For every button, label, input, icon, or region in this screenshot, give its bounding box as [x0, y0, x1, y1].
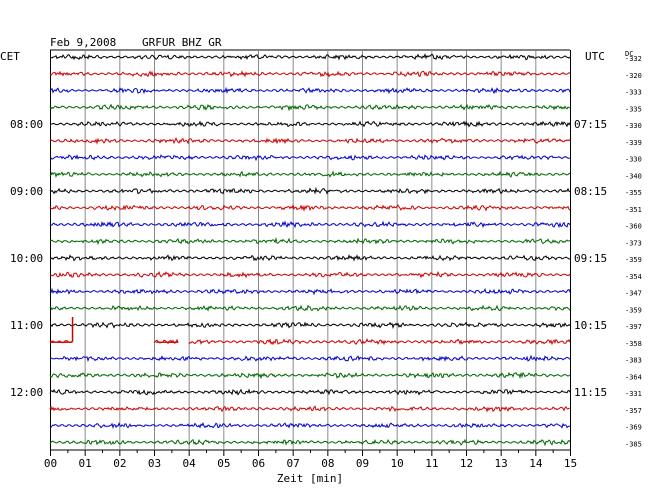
trace-line — [49, 53, 571, 61]
dc-offset-label: -373 — [625, 239, 642, 247]
dc-offset-label: -355 — [625, 189, 642, 197]
dc-offset-label: -351 — [625, 206, 642, 214]
right-hour-label: 10:15 — [574, 319, 607, 332]
left-hour-label: 08:00 — [10, 118, 43, 131]
x-tick-label: 01 — [79, 457, 92, 470]
x-tick-label: 08 — [321, 457, 334, 470]
x-tick-label: 06 — [252, 457, 265, 470]
dc-offset-label: -320 — [625, 72, 642, 80]
trace-line — [49, 287, 571, 296]
x-tick-label: 14 — [529, 457, 543, 470]
x-tick-label: 13 — [495, 457, 508, 470]
x-tick-label: 15 — [564, 457, 577, 470]
dc-offset-label: -332 — [625, 55, 642, 63]
trace-line — [49, 103, 571, 112]
x-tick-label: 00 — [44, 457, 57, 470]
dc-offset-label: -364 — [625, 373, 642, 381]
right-hour-label: 09:15 — [574, 252, 607, 265]
x-tick-label: 05 — [217, 457, 230, 470]
x-tick-label: 03 — [148, 457, 161, 470]
trace-line — [49, 438, 571, 447]
dc-offset-label: -369 — [625, 424, 642, 432]
trace-line — [49, 120, 571, 128]
right-hour-label: 08:15 — [574, 185, 607, 198]
x-tick-label: 12 — [460, 457, 473, 470]
label-group: 00 01 02 03 04 05 06 07 08 09 10 11 12 13 14 15 -332 -320… — [10, 55, 642, 470]
dc-offset-label: -360 — [625, 223, 642, 231]
dc-header-label: DC — [625, 50, 633, 58]
dc-offset-label: -330 — [625, 122, 642, 130]
right-timezone-label: UTC — [585, 50, 605, 63]
grid-lines — [50, 49, 571, 456]
chart-station: GRFUR BHZ GR — [142, 36, 222, 49]
trace-line — [49, 220, 571, 229]
dc-offset-label: -358 — [625, 340, 642, 348]
trace-group — [49, 53, 571, 447]
dc-offset-label: -385 — [625, 440, 642, 448]
dc-offset-label: -339 — [625, 139, 642, 147]
right-hour-label: 11:15 — [574, 386, 607, 399]
dc-offset-label: -359 — [625, 306, 642, 314]
trace-line — [49, 154, 571, 162]
x-tick-label: 07 — [287, 457, 300, 470]
trace-line — [49, 203, 571, 212]
trace-line — [49, 137, 571, 145]
dc-offset-label: -330 — [625, 156, 642, 164]
trace-line — [49, 321, 571, 330]
x-tick-label: 04 — [183, 457, 197, 470]
dc-offset-label: -354 — [625, 273, 642, 281]
trace-line — [49, 170, 571, 178]
trace-line — [49, 254, 571, 262]
left-timezone-label: CET — [0, 50, 20, 63]
dc-offset-label: -357 — [625, 407, 642, 415]
left-hour-label: 10:00 — [10, 252, 43, 265]
left-hour-label: 12:00 — [10, 386, 43, 399]
x-tick-label: 09 — [356, 457, 369, 470]
trace-line — [49, 186, 571, 195]
dc-offset-label: -383 — [625, 357, 642, 365]
trace-line — [49, 371, 571, 380]
dc-offset-label: -333 — [625, 89, 642, 97]
trace-line — [49, 70, 571, 78]
x-tick-label: 10 — [391, 457, 404, 470]
trace-line — [49, 270, 571, 279]
x-axis-title: Zeit [min] — [277, 472, 343, 485]
dc-offset-label: -397 — [625, 323, 642, 331]
dc-offset-label: -331 — [625, 390, 642, 398]
trace-line — [49, 421, 571, 429]
trace-line — [49, 405, 571, 413]
left-hour-label: 11:00 — [10, 319, 43, 332]
chart-date: Feb 9,2008 — [50, 36, 116, 49]
x-tick-label: 11 — [425, 457, 438, 470]
trace-line — [49, 388, 571, 396]
dc-offset-label: -335 — [625, 105, 642, 113]
trace-line — [49, 304, 571, 312]
right-hour-label: 07:15 — [574, 118, 607, 131]
x-tick-label: 02 — [113, 457, 126, 470]
trace-line — [49, 86, 571, 95]
left-hour-label: 09:00 — [10, 185, 43, 198]
trace-line — [49, 338, 571, 346]
dc-offset-label: -340 — [625, 172, 642, 180]
trace-line — [49, 236, 571, 246]
dc-offset-label: -359 — [625, 256, 642, 264]
dc-offset-label: -347 — [625, 290, 642, 298]
trace-line — [49, 354, 571, 363]
